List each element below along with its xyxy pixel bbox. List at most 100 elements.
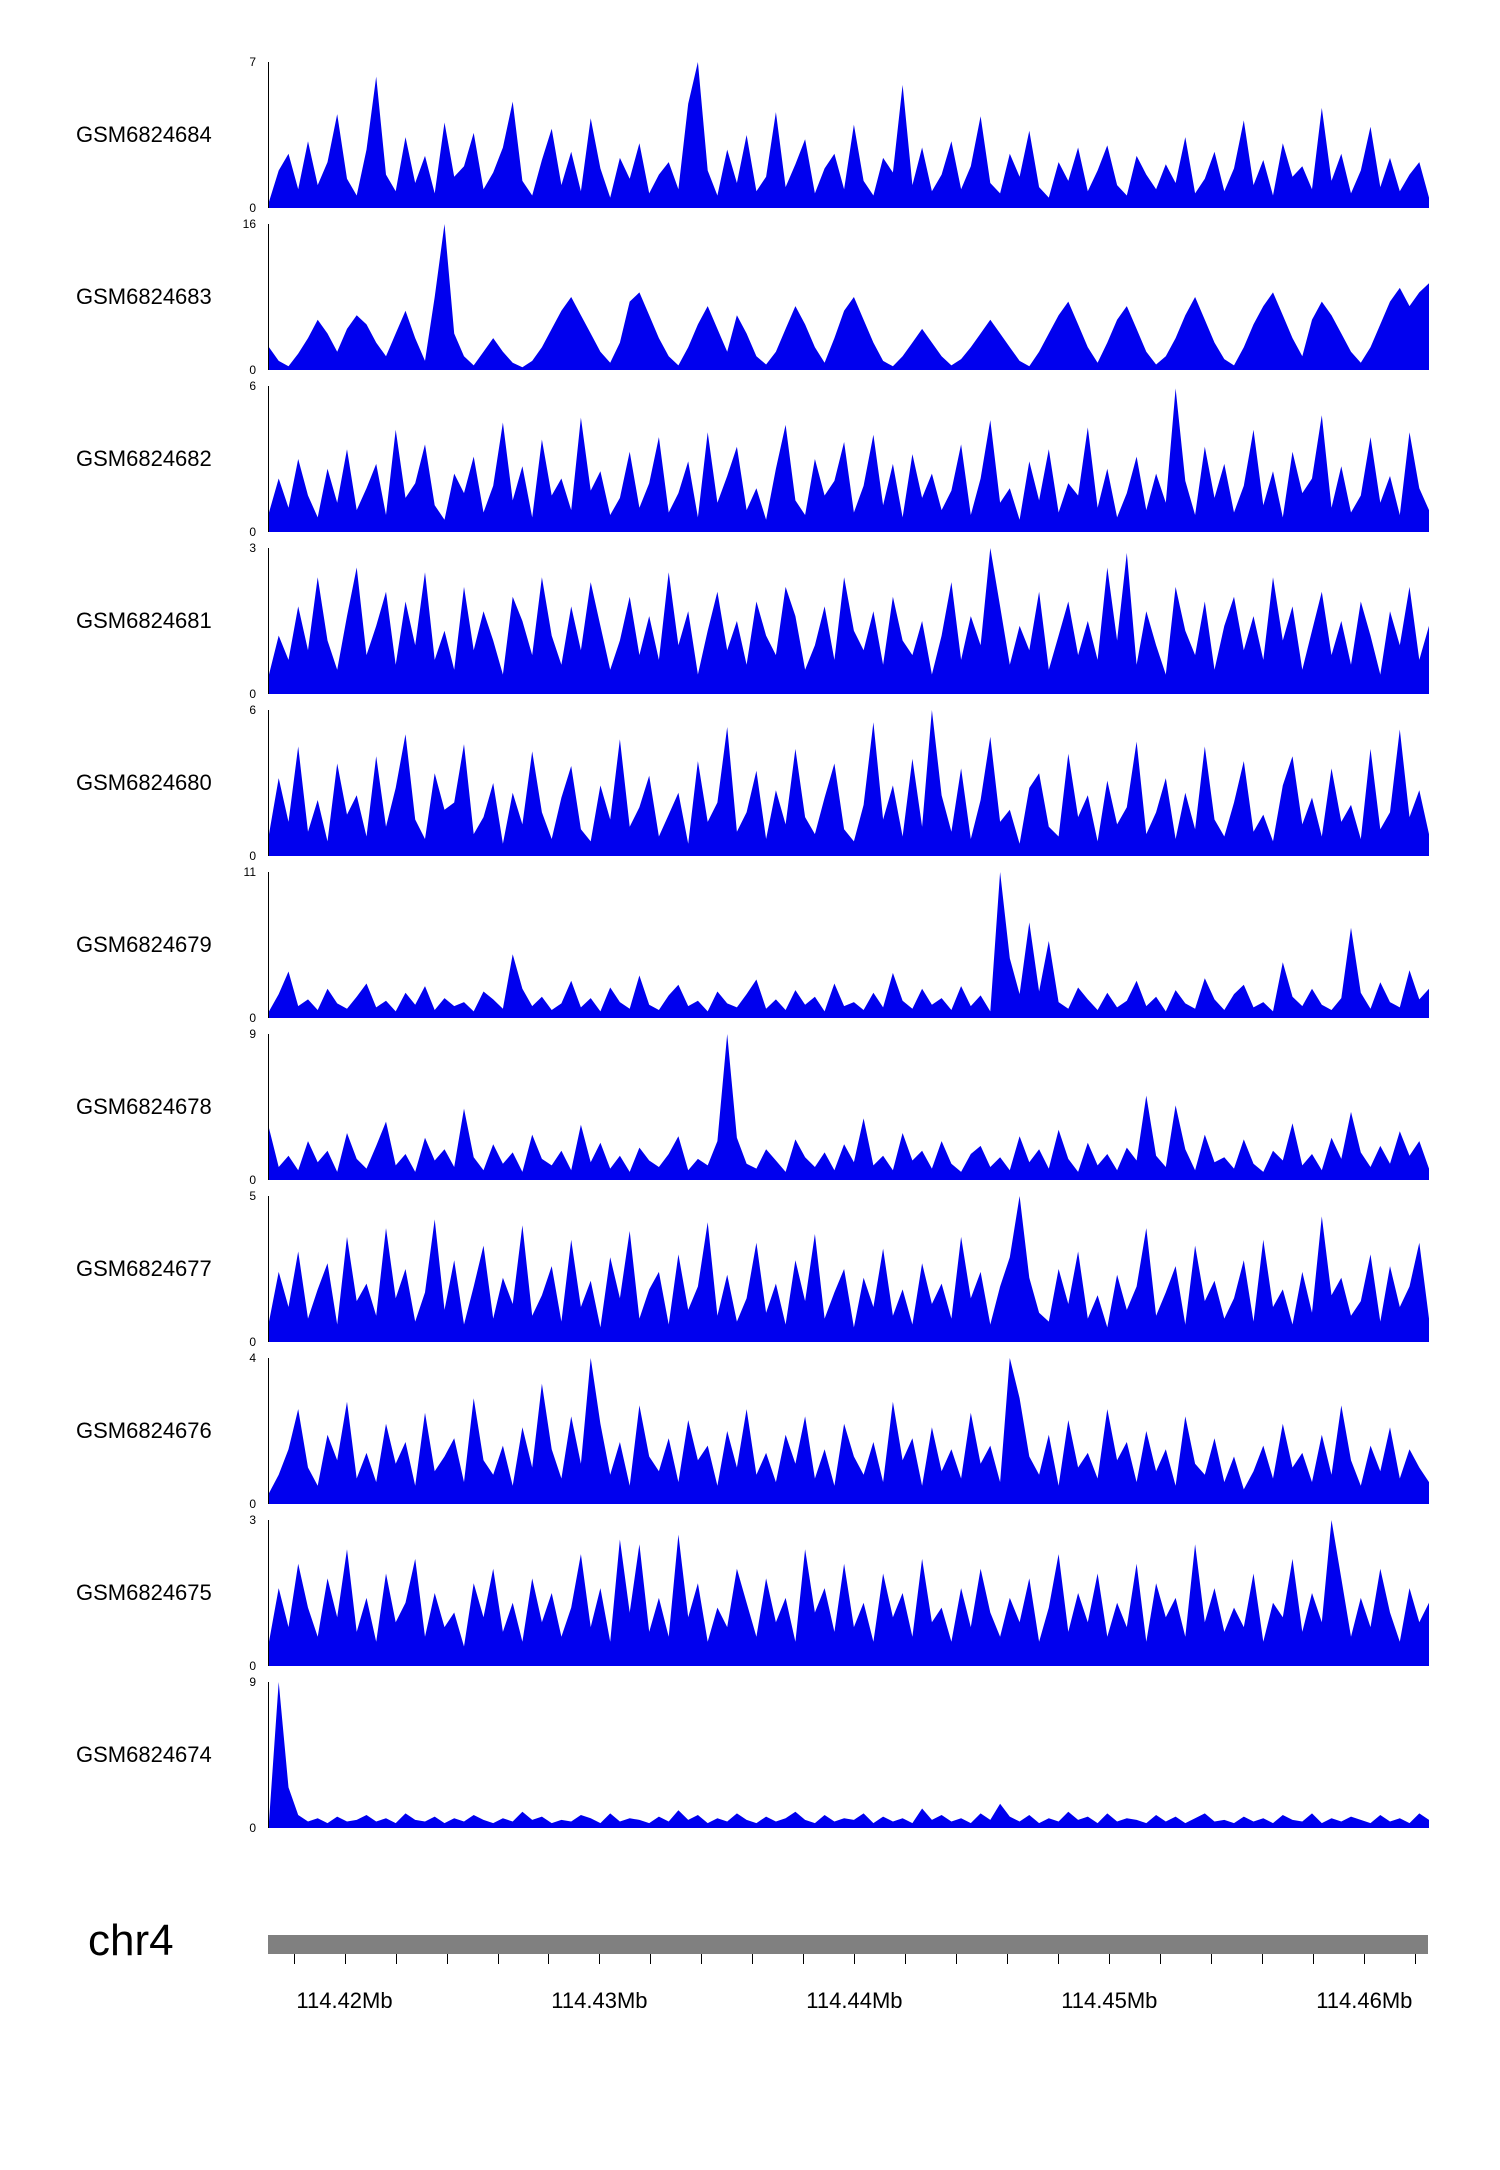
ruler-bar <box>268 1935 1428 1954</box>
track-label: GSM6824675 <box>76 1580 212 1605</box>
track-row: GSM6824684 7 0 <box>0 55 1500 215</box>
signal-plot <box>268 1520 1429 1666</box>
ruler-tick <box>1058 1954 1060 1964</box>
ruler-tick <box>905 1954 907 1964</box>
track-row: GSM6824675 3 0 <box>0 1513 1500 1673</box>
y-axis-zero-label: 0 <box>249 525 256 539</box>
signal-area-svg <box>269 548 1429 694</box>
track-label: GSM6824674 <box>76 1742 212 1767</box>
signal-area-svg <box>269 872 1429 1018</box>
signal-area <box>269 1520 1429 1666</box>
chromosome-label: chr4 <box>88 1916 174 1965</box>
y-axis-zero-label: 0 <box>249 1659 256 1673</box>
ruler-tick <box>1211 1954 1213 1964</box>
track-row: GSM6824680 6 0 <box>0 703 1500 863</box>
ruler-tick <box>446 1954 448 1964</box>
signal-area <box>269 872 1429 1018</box>
track-label: GSM6824682 <box>76 446 212 471</box>
ruler-tick <box>701 1954 703 1964</box>
y-axis-max-label: 9 <box>249 1675 256 1689</box>
y-axis-zero-label: 0 <box>249 1335 256 1349</box>
signal-area-svg <box>269 388 1429 532</box>
signal-area <box>269 224 1429 370</box>
y-axis-zero-label: 0 <box>249 849 256 863</box>
y-axis-max-label: 4 <box>249 1351 256 1365</box>
y-axis-max-label: 5 <box>249 1189 256 1203</box>
signal-plot <box>268 872 1429 1018</box>
ruler-tick <box>1415 1954 1417 1964</box>
track-row: GSM6824681 3 0 <box>0 541 1500 701</box>
track-row: GSM6824683 16 0 <box>0 217 1500 377</box>
signal-plot <box>268 386 1429 532</box>
y-axis-max-label: 7 <box>249 55 256 69</box>
signal-area <box>269 1034 1429 1180</box>
signal-plot <box>268 548 1429 694</box>
signal-plot <box>268 1682 1429 1828</box>
ruler-tick <box>548 1954 550 1964</box>
track-label: GSM6824681 <box>76 608 212 633</box>
track-row: GSM6824677 5 0 <box>0 1189 1500 1349</box>
signal-area <box>269 62 1429 208</box>
ruler-tick-label: 114.45Mb <box>1061 1988 1158 2013</box>
y-axis-max-label: 9 <box>249 1027 256 1041</box>
signal-area-svg <box>269 1682 1429 1828</box>
ruler-tick <box>854 1954 856 1964</box>
track-row: GSM6824679 11 0 <box>0 865 1500 1025</box>
track-label: GSM6824684 <box>76 122 212 147</box>
signal-plot <box>268 1358 1429 1504</box>
ruler-tick <box>1007 1954 1009 1964</box>
track-row: GSM6824682 6 0 <box>0 379 1500 539</box>
y-axis-max-label: 11 <box>243 865 256 879</box>
track-label: GSM6824679 <box>76 932 212 957</box>
signal-plot <box>268 710 1429 856</box>
ruler-tick <box>395 1954 397 1964</box>
y-axis-max-label: 6 <box>249 379 256 393</box>
ruler-tick <box>1109 1954 1111 1964</box>
signal-plot <box>268 1034 1429 1180</box>
signal-area-svg <box>269 1034 1429 1180</box>
signal-plot <box>268 224 1429 370</box>
ruler-tick <box>1364 1954 1366 1964</box>
signal-area-svg <box>269 1520 1429 1666</box>
ruler-tick <box>1262 1954 1264 1964</box>
signal-area-svg <box>269 1358 1429 1504</box>
ruler-tick <box>497 1954 499 1964</box>
signal-area-svg <box>269 224 1429 370</box>
signal-area <box>269 1196 1429 1342</box>
track-label: GSM6824680 <box>76 770 212 795</box>
ruler-tick <box>1313 1954 1315 1964</box>
y-axis-max-label: 6 <box>249 703 256 717</box>
y-axis-zero-label: 0 <box>249 201 256 215</box>
y-axis-max-label: 3 <box>249 1513 256 1527</box>
y-axis-zero-label: 0 <box>249 1011 256 1025</box>
ruler-tick <box>803 1954 805 1964</box>
y-axis-zero-label: 0 <box>249 1821 256 1835</box>
track-label: GSM6824676 <box>76 1418 212 1443</box>
signal-plot <box>268 62 1429 208</box>
track-label: GSM6824683 <box>76 284 212 309</box>
y-axis-max-label: 3 <box>249 541 256 555</box>
y-axis-zero-label: 0 <box>249 687 256 701</box>
y-axis-zero-label: 0 <box>249 363 256 377</box>
track-row: GSM6824674 9 0 <box>0 1675 1500 1835</box>
y-axis-max-label: 16 <box>242 217 256 231</box>
track-label: GSM6824678 <box>76 1094 212 1119</box>
ruler-tick-label: 114.46Mb <box>1316 1988 1413 2013</box>
ruler-tick <box>956 1954 958 1964</box>
y-axis-zero-label: 0 <box>249 1497 256 1511</box>
signal-area <box>269 1682 1429 1828</box>
track-row: GSM6824676 4 0 <box>0 1351 1500 1511</box>
y-axis-zero-label: 0 <box>249 1173 256 1187</box>
ruler-tick <box>752 1954 754 1964</box>
ruler-tick <box>344 1954 346 1964</box>
ruler-tick-label: 114.43Mb <box>551 1988 648 2013</box>
ruler-tick <box>599 1954 601 1964</box>
ruler-tick <box>293 1954 295 1964</box>
track-label: GSM6824677 <box>76 1256 212 1281</box>
signal-area <box>269 710 1429 856</box>
signal-area-svg <box>269 710 1429 856</box>
signal-area <box>269 548 1429 694</box>
ruler-tick <box>1160 1954 1162 1964</box>
signal-area <box>269 1358 1429 1504</box>
signal-area-svg <box>269 62 1429 208</box>
